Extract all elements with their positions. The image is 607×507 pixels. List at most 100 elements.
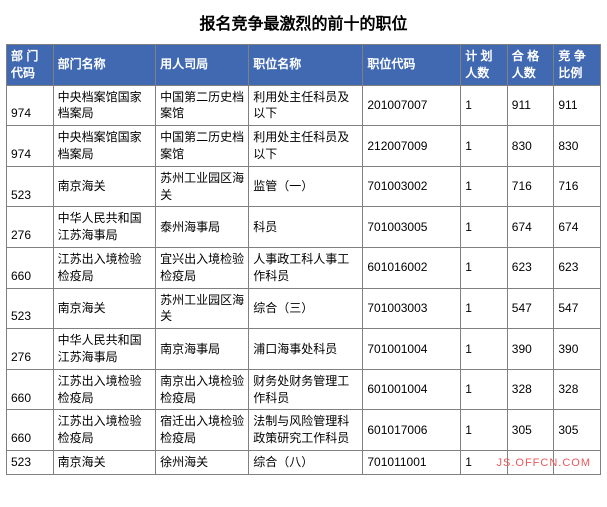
col-pos-code: 职位代码 — [363, 45, 461, 86]
table-row: 276中华人民共和国江苏海事局南京海事局浦口海事处科员7010010041390… — [7, 329, 601, 370]
cell-pos_code: 212007009 — [363, 126, 461, 167]
col-plan: 计 划人数 — [461, 45, 508, 86]
table-row: 523南京海关苏州工业园区海关综合（三）7010030031547547 — [7, 288, 601, 329]
cell-position: 法制与风险管理科政策研究工作科员 — [249, 410, 363, 451]
cell-position: 监管（一） — [249, 166, 363, 207]
cell-dept_code: 523 — [7, 288, 54, 329]
cell-pos_code: 601001004 — [363, 369, 461, 410]
cell-agency: 南京出入境检验检疫局 — [156, 369, 249, 410]
cell-agency: 宜兴出入境检验检疫局 — [156, 247, 249, 288]
cell-qual: 911 — [507, 85, 554, 126]
table-row: 660江苏出入境检验检疫局宿迁出入境检验检疫局法制与风险管理科政策研究工作科员6… — [7, 410, 601, 451]
cell-qual: 830 — [507, 126, 554, 167]
cell-plan: 1 — [461, 247, 508, 288]
cell-agency: 苏州工业园区海关 — [156, 288, 249, 329]
cell-qual: 390 — [507, 329, 554, 370]
cell-position: 财务处财务管理工作科员 — [249, 369, 363, 410]
cell-qual: 674 — [507, 207, 554, 248]
cell-dept_code: 276 — [7, 329, 54, 370]
cell-ratio: 830 — [554, 126, 601, 167]
table-row: 974中央档案馆国家档案局中国第二历史档案馆利用处主任科员及以下21200700… — [7, 126, 601, 167]
header-row: 部 门代码 部门名称 用人司局 职位名称 职位代码 计 划人数 合 格人数 竞 … — [7, 45, 601, 86]
cell-plan: 1 — [461, 329, 508, 370]
cell-dept_name: 南京海关 — [53, 166, 155, 207]
cell-position: 人事政工科人事工作科员 — [249, 247, 363, 288]
cell-dept_name: 中华人民共和国江苏海事局 — [53, 207, 155, 248]
col-position: 职位名称 — [249, 45, 363, 86]
cell-agency: 徐州海关 — [156, 450, 249, 474]
table-row: 660江苏出入境检验检疫局宜兴出入境检验检疫局人事政工科人事工作科员601016… — [7, 247, 601, 288]
cell-agency: 泰州海事局 — [156, 207, 249, 248]
cell-position: 利用处主任科员及以下 — [249, 126, 363, 167]
cell-dept_name: 江苏出入境检验检疫局 — [53, 410, 155, 451]
cell-dept_name: 南京海关 — [53, 450, 155, 474]
page-title: 报名竞争最激烈的前十的职位 — [6, 10, 601, 34]
cell-qual: 305 — [507, 410, 554, 451]
ranking-table: 部 门代码 部门名称 用人司局 职位名称 职位代码 计 划人数 合 格人数 竞 … — [6, 44, 601, 475]
cell-dept_code: 276 — [7, 207, 54, 248]
cell-ratio: 623 — [554, 247, 601, 288]
cell-dept_name: 中央档案馆国家档案局 — [53, 85, 155, 126]
cell-agency: 南京海事局 — [156, 329, 249, 370]
cell-plan: 1 — [461, 288, 508, 329]
cell-qual: 547 — [507, 288, 554, 329]
cell-pos_code: 701003002 — [363, 166, 461, 207]
cell-position: 综合（八） — [249, 450, 363, 474]
cell-ratio: 911 — [554, 85, 601, 126]
watermark-text: JS.OFFCN.COM — [497, 457, 592, 469]
cell-position: 综合（三） — [249, 288, 363, 329]
cell-plan: 1 — [461, 126, 508, 167]
cell-ratio: 390 — [554, 329, 601, 370]
cell-agency: 中国第二历史档案馆 — [156, 85, 249, 126]
cell-plan: 1 — [461, 369, 508, 410]
cell-pos_code: 201007007 — [363, 85, 461, 126]
cell-pos_code: 701003005 — [363, 207, 461, 248]
cell-agency: 中国第二历史档案馆 — [156, 126, 249, 167]
cell-ratio: 328 — [554, 369, 601, 410]
cell-dept_name: 南京海关 — [53, 288, 155, 329]
cell-ratio: 674 — [554, 207, 601, 248]
cell-dept_name: 中央档案馆国家档案局 — [53, 126, 155, 167]
col-dept-name: 部门名称 — [53, 45, 155, 86]
cell-plan: 1 — [461, 410, 508, 451]
cell-dept_code: 660 — [7, 247, 54, 288]
table-row: 523南京海关苏州工业园区海关监管（一）7010030021716716 — [7, 166, 601, 207]
cell-plan: 1 — [461, 166, 508, 207]
table-container: 报名竞争最激烈的前十的职位 部 门代码 部门名称 用人司局 职位名称 职位代码 … — [6, 10, 601, 475]
cell-ratio: 716 — [554, 166, 601, 207]
cell-dept_name: 中华人民共和国江苏海事局 — [53, 329, 155, 370]
table-row: 974中央档案馆国家档案局中国第二历史档案馆利用处主任科员及以下20100700… — [7, 85, 601, 126]
col-dept-code: 部 门代码 — [7, 45, 54, 86]
cell-pos_code: 701011001 — [363, 450, 461, 474]
cell-position: 科员 — [249, 207, 363, 248]
cell-dept_code: 660 — [7, 369, 54, 410]
col-agency: 用人司局 — [156, 45, 249, 86]
cell-position: 浦口海事处科员 — [249, 329, 363, 370]
table-body: 974中央档案馆国家档案局中国第二历史档案馆利用处主任科员及以下20100700… — [7, 85, 601, 474]
cell-dept_name: 江苏出入境检验检疫局 — [53, 369, 155, 410]
cell-dept_code: 974 — [7, 85, 54, 126]
col-qual: 合 格人数 — [507, 45, 554, 86]
cell-agency: 宿迁出入境检验检疫局 — [156, 410, 249, 451]
cell-plan: 1 — [461, 207, 508, 248]
cell-agency: 苏州工业园区海关 — [156, 166, 249, 207]
col-ratio: 竞 争比例 — [554, 45, 601, 86]
cell-dept_code: 660 — [7, 410, 54, 451]
cell-ratio: 305 — [554, 410, 601, 451]
cell-dept_code: 974 — [7, 126, 54, 167]
cell-qual: 623 — [507, 247, 554, 288]
cell-pos_code: 601017006 — [363, 410, 461, 451]
table-row: 660江苏出入境检验检疫局南京出入境检验检疫局财务处财务管理工作科员601001… — [7, 369, 601, 410]
cell-position: 利用处主任科员及以下 — [249, 85, 363, 126]
cell-dept_code: 523 — [7, 166, 54, 207]
cell-qual: 328 — [507, 369, 554, 410]
cell-pos_code: 601016002 — [363, 247, 461, 288]
cell-pos_code: 701001004 — [363, 329, 461, 370]
table-row: 276中华人民共和国江苏海事局泰州海事局科员7010030051674674 — [7, 207, 601, 248]
cell-ratio: 547 — [554, 288, 601, 329]
cell-pos_code: 701003003 — [363, 288, 461, 329]
table-header: 部 门代码 部门名称 用人司局 职位名称 职位代码 计 划人数 合 格人数 竞 … — [7, 45, 601, 86]
cell-qual: 716 — [507, 166, 554, 207]
cell-plan: 1 — [461, 85, 508, 126]
cell-dept_name: 江苏出入境检验检疫局 — [53, 247, 155, 288]
